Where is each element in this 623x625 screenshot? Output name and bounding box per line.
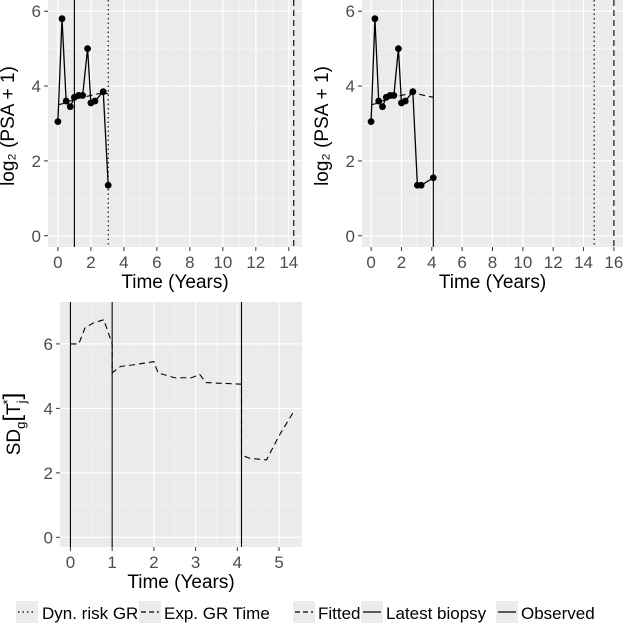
x-axis-title: Time (Years) <box>121 272 228 293</box>
x-tick-label: 1 <box>107 553 116 572</box>
x-tick-label: 2 <box>397 253 406 272</box>
x-tick-label: 6 <box>152 253 161 272</box>
legend-item: Fitted <box>293 601 361 623</box>
observed-point <box>367 118 375 126</box>
observed-point <box>79 92 87 99</box>
legend-label: Exp. GR Time <box>164 604 270 623</box>
observed-point <box>429 174 437 182</box>
y-axis-title: log₂ (PSA + 1) <box>0 66 19 186</box>
legend-label: Observed <box>521 604 595 623</box>
y-tick-label: 0 <box>44 528 53 547</box>
x-tick-label: 2 <box>86 253 95 272</box>
x-tick-label: 16 <box>604 253 623 272</box>
y-tick-label: 6 <box>346 2 355 21</box>
x-tick-label: 3 <box>191 553 200 572</box>
observed-point <box>390 92 398 99</box>
x-tick-label: 4 <box>427 253 436 272</box>
x-axis-title: Time (Years) <box>127 572 234 593</box>
legend-item: Latest biopsy <box>361 601 487 623</box>
x-tick-label: 10 <box>513 253 532 272</box>
observed-point <box>417 181 425 189</box>
y-tick-label: 2 <box>346 152 355 171</box>
plot-area <box>362 0 623 247</box>
observed-point <box>375 97 383 105</box>
observed-point <box>62 97 70 105</box>
y-tick-label: 6 <box>32 2 41 21</box>
y-tick-label: 4 <box>32 77 41 96</box>
observed-point <box>371 15 379 23</box>
y-tick-label: 2 <box>32 152 41 171</box>
observed-point <box>401 97 409 105</box>
y-tick-label: 4 <box>346 77 355 96</box>
y-axis-title: SDg[Tj*] <box>0 393 29 456</box>
x-tick-label: 5 <box>274 553 283 572</box>
y-tick-label: 0 <box>346 227 355 246</box>
legend-label: Latest biopsy <box>386 604 487 623</box>
observed-point <box>91 97 99 105</box>
observed-point <box>54 118 62 126</box>
legend-label: Fitted <box>318 604 361 623</box>
observed-point <box>104 181 112 189</box>
observed-point <box>84 45 91 53</box>
x-axis-title: Time (Years) <box>439 272 546 293</box>
x-tick-label: 8 <box>488 253 497 272</box>
plot-area <box>60 302 302 547</box>
sd-curve-line <box>70 319 295 461</box>
legend: Dyn. risk GR Exp. GR Time Fitted Latest bio… <box>16 601 595 623</box>
x-tick-label: 12 <box>544 253 563 272</box>
y-tick-label: 6 <box>44 335 53 354</box>
x-tick-label: 2 <box>149 553 158 572</box>
legend-item: Dyn. risk GR <box>16 601 138 623</box>
y-axis-title: log₂ (PSA + 1) <box>312 66 333 186</box>
observed-point <box>99 88 107 96</box>
chart-panel-3: 0 1 2 3 4 5 0 2 4 6 Time (Years) SDg[Tj*] <box>0 302 302 593</box>
plot-background <box>60 302 302 547</box>
x-tick-label: 6 <box>457 253 466 272</box>
legend-label: Dyn. risk GR <box>42 604 138 623</box>
y-tick-label: 0 <box>32 227 41 246</box>
observed-point <box>66 103 74 111</box>
x-tick-label: 14 <box>279 253 298 272</box>
y-tick-label: 4 <box>44 399 53 418</box>
x-tick-label: 0 <box>53 253 62 272</box>
x-tick-label: 0 <box>66 553 75 572</box>
x-tick-label: 12 <box>246 253 265 272</box>
x-tick-label: 0 <box>366 253 375 272</box>
observed-point <box>58 15 66 23</box>
plot-area <box>48 0 302 247</box>
x-tick-label: 8 <box>185 253 194 272</box>
observed-point <box>395 45 402 53</box>
observed-point <box>409 88 417 96</box>
x-tick-label: 14 <box>574 253 593 272</box>
x-tick-label: 10 <box>213 253 232 272</box>
legend-item: Observed <box>496 601 595 623</box>
legend-item: Exp. GR Time <box>139 601 270 623</box>
observed-point <box>379 103 386 111</box>
y-tick-label: 2 <box>44 464 53 483</box>
x-tick-label: 4 <box>119 253 128 272</box>
x-tick-label: 4 <box>233 553 242 572</box>
